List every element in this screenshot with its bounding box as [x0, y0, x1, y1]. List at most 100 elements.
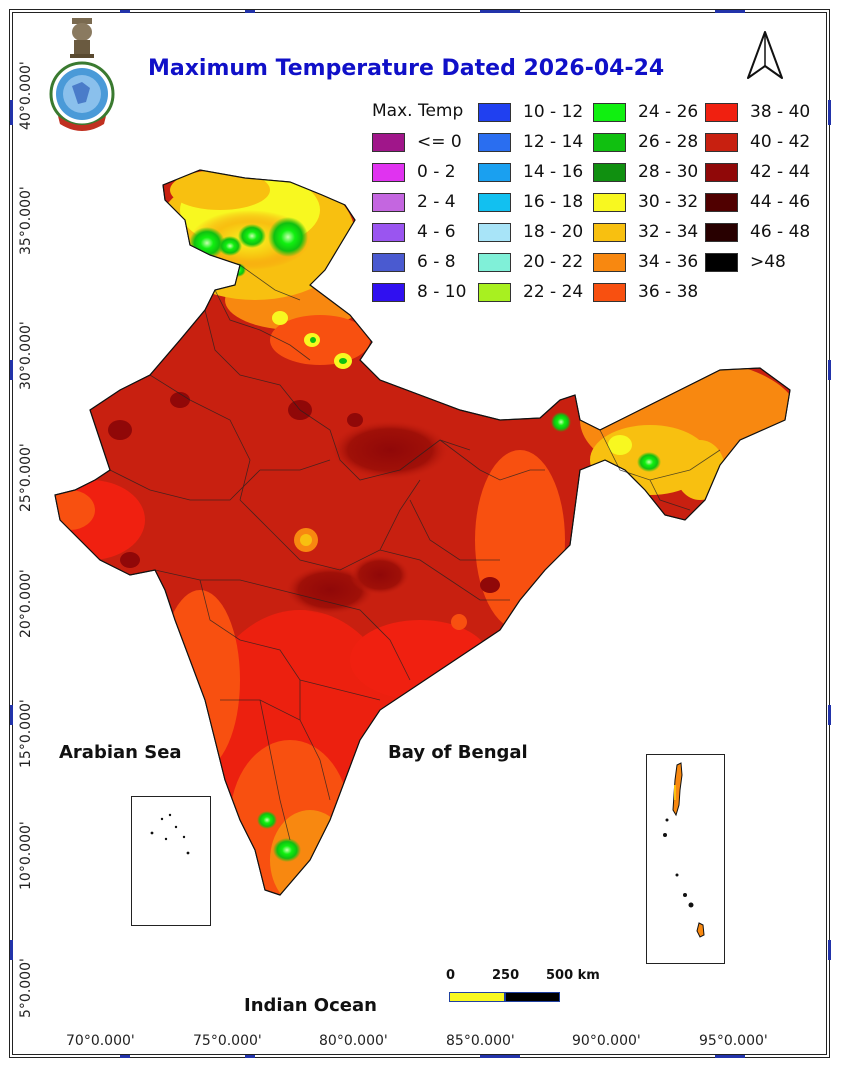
legend-label: 28 - 30: [638, 162, 699, 182]
longitude-label: 70°0.000': [66, 1033, 135, 1049]
legend-item: 22 - 24: [478, 281, 583, 303]
legend-item: 2 - 4: [372, 191, 456, 213]
legend-swatch: [372, 252, 405, 272]
latitude-label: 30°0.000': [18, 321, 34, 390]
frame-tick: [828, 360, 831, 380]
legend-item: 26 - 28: [593, 131, 698, 153]
latitude-label: 25°0.000': [18, 443, 34, 512]
legend-label: 46 - 48: [750, 222, 811, 242]
legend-swatch: [478, 102, 511, 122]
lakshadweep-islands: [150, 813, 190, 855]
legend-label: 12 - 14: [523, 132, 584, 152]
legend-swatch: [372, 162, 405, 182]
legend-swatch: [705, 252, 738, 272]
longitude-label: 80°0.000': [319, 1033, 388, 1049]
legend-item: 12 - 14: [478, 131, 583, 153]
scale-bar: 0 250 500 km: [446, 968, 616, 1008]
legend-label: 10 - 12: [523, 102, 584, 122]
frame-tick: [480, 10, 520, 13]
latitude-label: 5°0.000': [18, 958, 34, 1018]
legend-label: 32 - 34: [638, 222, 699, 242]
legend-swatch: [478, 252, 511, 272]
legend-swatch: [372, 132, 405, 152]
legend-label: 44 - 46: [750, 192, 811, 212]
map-title: Maximum Temperature Dated 2026-04-24: [148, 56, 665, 81]
frame-tick: [10, 360, 13, 380]
legend-item: 46 - 48: [705, 221, 810, 243]
legend-label: 26 - 28: [638, 132, 699, 152]
frame-tick: [245, 10, 255, 13]
scale-label-500: 500 km: [546, 968, 600, 983]
legend-label: 0 - 2: [417, 162, 456, 182]
scale-label-250: 250: [492, 968, 520, 983]
legend-swatch: [593, 252, 626, 272]
frame-tick: [828, 940, 831, 960]
legend-swatch: [593, 162, 626, 182]
legend-label: 2 - 4: [417, 192, 456, 212]
legend-item: 6 - 8: [372, 251, 456, 273]
frame-tick: [828, 705, 831, 725]
legend-swatch: [478, 222, 511, 242]
legend-item: 42 - 44: [705, 161, 810, 183]
legend-swatch: [593, 282, 626, 302]
legend-swatch: [372, 192, 405, 212]
legend-label: 30 - 32: [638, 192, 699, 212]
legend-label: 40 - 42: [750, 132, 811, 152]
legend-item: 44 - 46: [705, 191, 810, 213]
scale-segment-black: [505, 992, 560, 1002]
legend-label: 42 - 44: [750, 162, 811, 182]
legend-label: 24 - 26: [638, 102, 699, 122]
legend-item: 40 - 42: [705, 131, 810, 153]
legend-label: 4 - 6: [417, 222, 456, 242]
legend-item: 0 - 2: [372, 161, 456, 183]
bay-of-bengal-label: Bay of Bengal: [388, 742, 528, 763]
lakshadweep-inset: [131, 796, 211, 926]
frame-tick: [715, 10, 745, 13]
legend-swatch: [372, 222, 405, 242]
legend-item: 4 - 6: [372, 221, 456, 243]
legend-item: 10 - 12: [478, 101, 583, 123]
frame-tick: [480, 1055, 520, 1058]
longitude-label: 85°0.000': [446, 1033, 515, 1049]
legend-label: 20 - 22: [523, 252, 584, 272]
legend-item: 38 - 40: [705, 101, 810, 123]
legend-label: >48: [750, 252, 786, 272]
andaman-nicobar-islands: [663, 762, 705, 938]
legend-label: 16 - 18: [523, 192, 584, 212]
india-outline: [54, 169, 791, 896]
imd-emblem-logo: [49, 18, 115, 131]
state-boundaries: [109, 264, 721, 841]
scale-label-0: 0: [446, 968, 456, 983]
latitude-label: 35°0.000': [18, 186, 34, 255]
legend-item: 36 - 38: [593, 281, 698, 303]
longitude-label: 75°0.000': [193, 1033, 262, 1049]
north-arrow-icon: [747, 31, 783, 79]
legend-item: 8 - 10: [372, 281, 466, 303]
legend-item: 16 - 18: [478, 191, 583, 213]
legend-label: 18 - 20: [523, 222, 584, 242]
legend-label: 38 - 40: [750, 102, 811, 122]
legend-swatch: [478, 132, 511, 152]
frame-tick: [715, 1055, 745, 1058]
frame-tick: [245, 1055, 255, 1058]
legend-swatch: [372, 282, 405, 302]
legend-swatch: [705, 132, 738, 152]
legend-item: <= 0: [372, 131, 462, 153]
latitude-label: 15°0.000': [18, 699, 34, 768]
legend-item: >48: [705, 251, 786, 273]
legend-label: 6 - 8: [417, 252, 456, 272]
legend-item: 18 - 20: [478, 221, 583, 243]
legend-swatch: [705, 192, 738, 212]
latitude-label: 10°0.000': [18, 821, 34, 890]
andaman-nicobar-inset: [646, 754, 725, 964]
frame-tick: [120, 1055, 130, 1058]
indian-ocean-label: Indian Ocean: [244, 995, 377, 1016]
legend-label: 34 - 36: [638, 252, 699, 272]
legend-label: 22 - 24: [523, 282, 584, 302]
legend-label: 8 - 10: [417, 282, 467, 302]
legend-label: 36 - 38: [638, 282, 699, 302]
legend-item: 32 - 34: [593, 221, 698, 243]
legend-swatch: [478, 282, 511, 302]
map-frame-outer: [9, 9, 830, 1058]
